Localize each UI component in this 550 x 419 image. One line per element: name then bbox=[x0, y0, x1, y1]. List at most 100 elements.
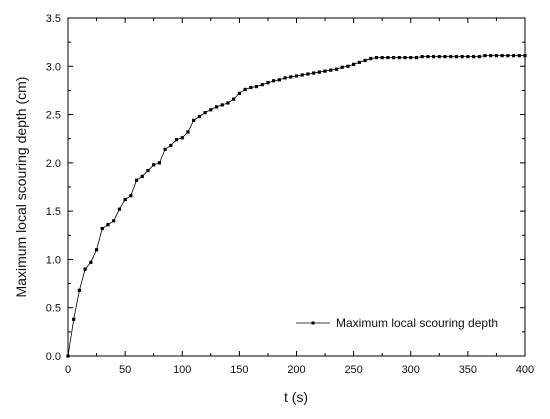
data-point bbox=[83, 267, 87, 271]
data-point bbox=[460, 55, 464, 59]
data-point bbox=[437, 55, 441, 59]
data-point bbox=[523, 54, 527, 58]
data-point bbox=[317, 70, 321, 74]
legend-marker bbox=[311, 321, 315, 325]
data-point bbox=[112, 219, 116, 223]
data-point bbox=[123, 197, 127, 202]
series-markers bbox=[66, 54, 527, 358]
x-tick-label: 250 bbox=[344, 364, 362, 376]
plot-frame bbox=[67, 17, 526, 357]
x-tick-label: 200 bbox=[287, 364, 305, 376]
legend: Maximum local scouring depth bbox=[296, 316, 498, 330]
data-point bbox=[289, 75, 293, 79]
data-point bbox=[254, 84, 259, 89]
data-point bbox=[414, 55, 419, 60]
data-point bbox=[517, 54, 521, 58]
data-point bbox=[106, 223, 110, 227]
data-point bbox=[506, 54, 510, 58]
data-point bbox=[449, 55, 453, 59]
x-tick-label: 300 bbox=[402, 364, 420, 376]
data-point bbox=[386, 55, 390, 60]
data-point bbox=[100, 226, 104, 231]
data-point bbox=[380, 55, 384, 60]
y-tick-label: 0.0 bbox=[46, 351, 61, 363]
x-tick-label: 350 bbox=[459, 364, 477, 376]
data-point bbox=[432, 55, 436, 59]
data-point bbox=[203, 111, 207, 115]
data-point bbox=[89, 260, 93, 264]
y-tick-label: 1.5 bbox=[46, 206, 61, 218]
data-point bbox=[66, 354, 70, 358]
data-point bbox=[454, 55, 459, 59]
data-point bbox=[197, 114, 201, 119]
data-point bbox=[471, 55, 476, 59]
y-tick-label: 3.0 bbox=[46, 61, 61, 73]
data-point bbox=[477, 55, 481, 59]
data-point bbox=[426, 55, 430, 59]
data-point bbox=[392, 55, 396, 60]
data-point bbox=[352, 62, 356, 66]
x-axis: 0 50 100 150 200 250 300 350 400 bbox=[65, 18, 534, 376]
data-point bbox=[209, 108, 213, 112]
data-point bbox=[129, 194, 133, 198]
data-point bbox=[272, 79, 276, 83]
data-point bbox=[192, 118, 196, 122]
data-point bbox=[174, 138, 179, 142]
data-point bbox=[329, 68, 333, 72]
y-tick-label: 3.5 bbox=[46, 13, 61, 25]
data-point bbox=[374, 55, 379, 60]
data-point bbox=[409, 55, 413, 60]
data-point bbox=[334, 67, 339, 71]
data-point bbox=[249, 85, 253, 90]
data-point bbox=[369, 56, 373, 61]
data-point bbox=[357, 60, 361, 65]
y-tick-label: 1.0 bbox=[46, 254, 61, 266]
data-point bbox=[232, 97, 236, 101]
data-point bbox=[277, 78, 281, 82]
data-point bbox=[77, 288, 82, 292]
data-point bbox=[140, 174, 144, 178]
data-point bbox=[494, 54, 499, 58]
x-axis-title: t (s) bbox=[284, 389, 308, 405]
y-tick-label: 2.0 bbox=[46, 158, 61, 170]
data-point bbox=[294, 74, 299, 78]
data-point bbox=[94, 248, 99, 252]
y-tick-label: 2.5 bbox=[46, 110, 61, 122]
data-point bbox=[186, 130, 190, 134]
data-point bbox=[72, 317, 76, 321]
data-point bbox=[443, 55, 447, 59]
data-point bbox=[163, 147, 167, 151]
data-point bbox=[397, 55, 401, 60]
legend-label: Maximum local scouring depth bbox=[336, 316, 498, 330]
x-tick-label: 0 bbox=[65, 364, 71, 376]
data-point bbox=[466, 55, 470, 59]
series-line bbox=[67, 55, 525, 357]
data-point bbox=[346, 64, 350, 68]
data-point bbox=[226, 101, 230, 105]
data-point bbox=[152, 163, 156, 167]
data-point bbox=[283, 76, 287, 80]
data-point bbox=[169, 143, 173, 148]
data-point bbox=[420, 55, 424, 59]
data-point bbox=[266, 81, 270, 85]
data-point bbox=[340, 65, 344, 69]
data-point bbox=[403, 55, 407, 60]
data-point bbox=[134, 178, 139, 182]
data-point bbox=[260, 83, 264, 87]
data-point bbox=[237, 91, 241, 95]
y-axis-title: Maximum local scouring depth (cm) bbox=[13, 77, 29, 298]
x-tick-label: 400 bbox=[516, 364, 534, 376]
data-point bbox=[243, 87, 247, 92]
data-point bbox=[500, 54, 504, 58]
x-tick-label: 50 bbox=[119, 364, 131, 376]
x-tick-label: 100 bbox=[173, 364, 191, 376]
data-point bbox=[157, 161, 161, 165]
data-point bbox=[220, 103, 224, 107]
data-point bbox=[483, 54, 487, 58]
data-point bbox=[489, 54, 493, 58]
data-point bbox=[146, 168, 150, 173]
y-tick-label: 0.5 bbox=[46, 303, 61, 315]
data-point bbox=[117, 207, 122, 211]
